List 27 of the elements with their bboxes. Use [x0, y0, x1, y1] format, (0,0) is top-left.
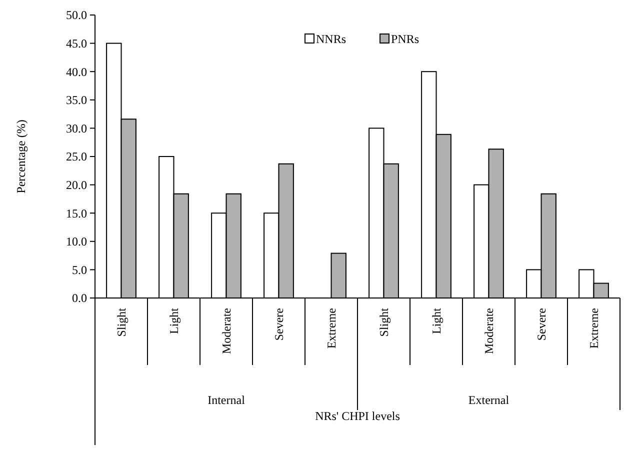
y-tick-label: 35.0 [66, 93, 87, 108]
x-axis-title: NRs' CHPI levels [315, 409, 400, 423]
x-tick-label: Moderate [482, 308, 496, 354]
text: Internal [208, 393, 246, 407]
x-tick-label: Severe [272, 308, 286, 341]
x-tick-label: Extreme [586, 308, 601, 349]
x-tick-label: Slight [376, 307, 391, 337]
y-axis-title: Percentage (%) [14, 120, 28, 194]
y-tick-label: 25.0 [66, 150, 87, 164]
x-tick-label: Light [166, 307, 181, 334]
x-tick-label: Slight [114, 307, 128, 337]
y-tick-label: 0.0 [72, 291, 87, 306]
y-tick-label: 15.0 [66, 206, 87, 220]
y-tick-label: 5.0 [72, 262, 87, 277]
y-tick-label: 50.0 [66, 8, 87, 22]
x-tick-label: Extreme [324, 308, 338, 349]
legend-label: PNRs [391, 32, 420, 46]
y-tick-label: 40.0 [66, 64, 87, 79]
y-tick-label: 20.0 [66, 178, 87, 192]
y-tick-label: 10.0 [66, 234, 87, 249]
x-tick-label: Severe [534, 308, 548, 341]
y-tick-label: 30.0 [66, 121, 87, 136]
legend-label: NNRs [316, 32, 346, 46]
y-tick-label: 45.0 [66, 36, 87, 50]
x-tick-label: Light [429, 307, 444, 334]
x-tick-label: Moderate [219, 308, 234, 354]
text: External [468, 393, 510, 407]
